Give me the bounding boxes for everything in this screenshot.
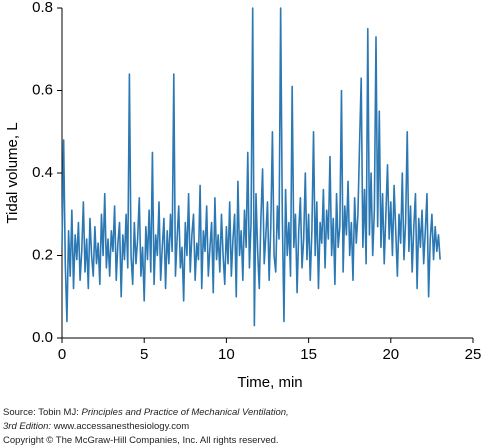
x-tick-label: 5 [140, 346, 148, 363]
y-axis-label: Tidal volume, L [4, 122, 21, 223]
source-line: Source: Tobin MJ: Principles and Practic… [3, 407, 289, 418]
y-tick-label: 0.8 [32, 0, 53, 16]
source-title: Principles and Practice of Mechanical Ve… [81, 407, 289, 418]
data-line [61, 7, 441, 327]
source-prefix: Source: Tobin MJ: [3, 407, 82, 418]
x-tick-label: 10 [218, 346, 235, 363]
x-tick-label: 25 [465, 346, 482, 363]
x-axis-label: Time, min [237, 374, 302, 391]
edition-line: 3rd Edition: www.accessanesthesiology.co… [3, 421, 189, 432]
url: www.accessanesthesiology.com [51, 421, 190, 432]
chart: Time, min Tidal volume, L 0.0 0.2 0.4 0.6 0.… [4, 0, 482, 391]
y-tick-label: 0.6 [32, 81, 53, 98]
copyright: Copyright © The McGraw-Hill Companies, I… [3, 435, 279, 446]
y-tick-label: 0.0 [32, 329, 53, 346]
x-tick-label: 20 [382, 346, 399, 363]
edition: 3rd Edition: [3, 421, 52, 432]
x-tick-label: 15 [300, 346, 317, 363]
x-tick-label: 0 [58, 346, 66, 363]
y-tick-label: 0.2 [32, 246, 53, 263]
y-tick-label: 0.4 [32, 164, 53, 181]
